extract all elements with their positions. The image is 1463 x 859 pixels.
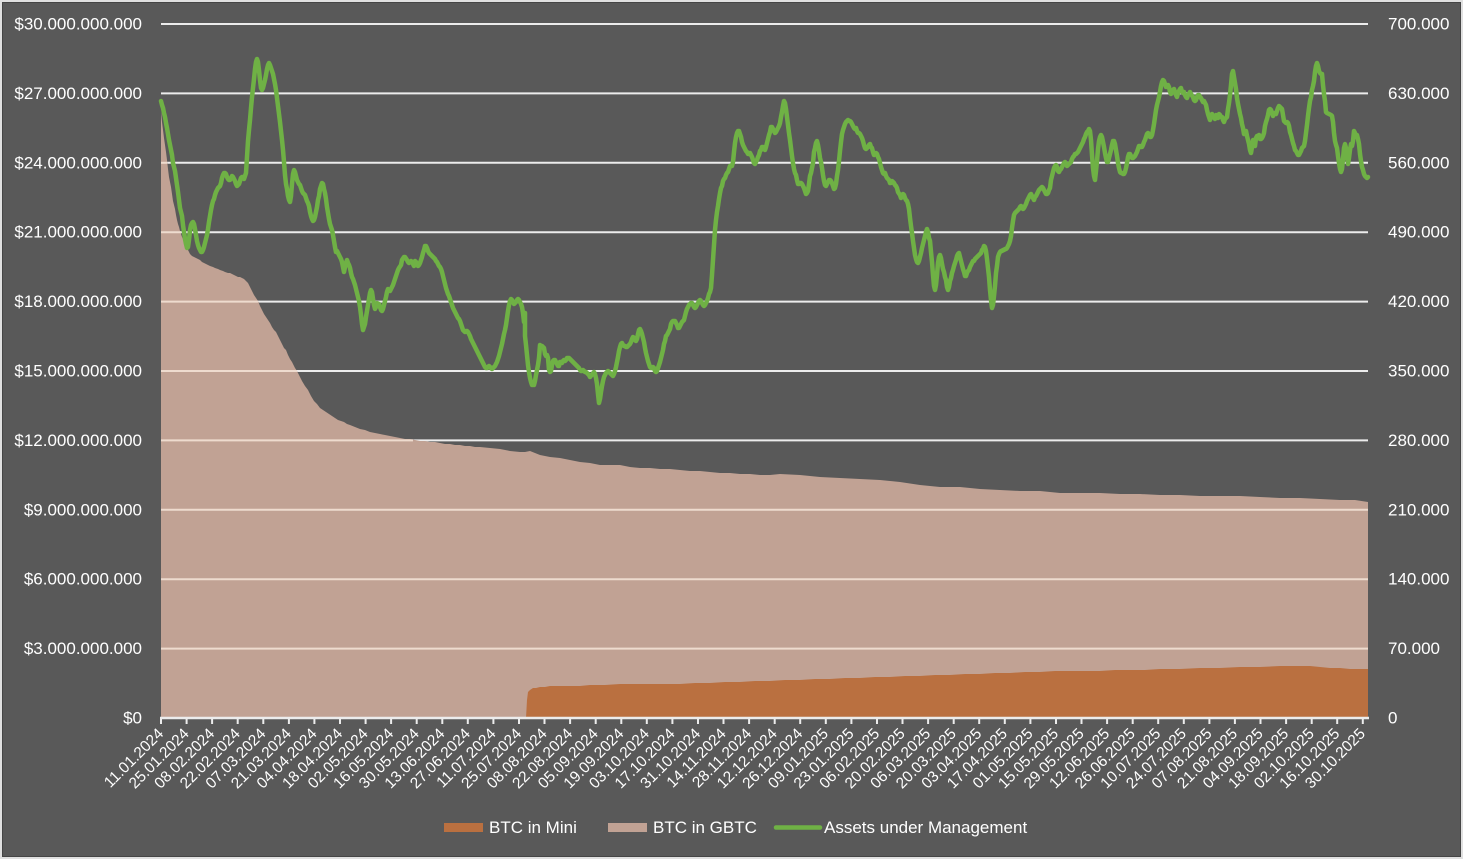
svg-text:$15.000.000.000: $15.000.000.000 bbox=[14, 362, 142, 381]
svg-text:$0: $0 bbox=[123, 709, 142, 728]
svg-text:$6.000.000.000: $6.000.000.000 bbox=[24, 570, 142, 589]
svg-text:$21.000.000.000: $21.000.000.000 bbox=[14, 223, 142, 242]
svg-text:280.000: 280.000 bbox=[1388, 431, 1449, 450]
svg-text:$9.000.000.000: $9.000.000.000 bbox=[24, 500, 142, 519]
svg-text:560.000: 560.000 bbox=[1388, 153, 1449, 172]
svg-text:$3.000.000.000: $3.000.000.000 bbox=[24, 639, 142, 658]
svg-text:$18.000.000.000: $18.000.000.000 bbox=[14, 292, 142, 311]
svg-text:$27.000.000.000: $27.000.000.000 bbox=[14, 84, 142, 103]
svg-text:350.000: 350.000 bbox=[1388, 362, 1449, 381]
svg-text:$24.000.000.000: $24.000.000.000 bbox=[14, 153, 142, 172]
svg-text:420.000: 420.000 bbox=[1388, 292, 1449, 311]
svg-text:$12.000.000.000: $12.000.000.000 bbox=[14, 431, 142, 450]
svg-text:140.000: 140.000 bbox=[1388, 570, 1449, 589]
svg-text:BTC in GBTC: BTC in GBTC bbox=[653, 818, 757, 837]
svg-text:490.000: 490.000 bbox=[1388, 223, 1449, 242]
svg-text:BTC in Mini: BTC in Mini bbox=[489, 818, 577, 837]
svg-text:70.000: 70.000 bbox=[1388, 639, 1440, 658]
svg-text:$30.000.000.000: $30.000.000.000 bbox=[14, 15, 142, 34]
svg-text:210.000: 210.000 bbox=[1388, 500, 1449, 519]
svg-text:630.000: 630.000 bbox=[1388, 84, 1449, 103]
svg-text:700.000: 700.000 bbox=[1388, 15, 1449, 34]
svg-text:0: 0 bbox=[1388, 709, 1397, 728]
svg-text:Assets under Management: Assets under Management bbox=[824, 818, 1027, 837]
